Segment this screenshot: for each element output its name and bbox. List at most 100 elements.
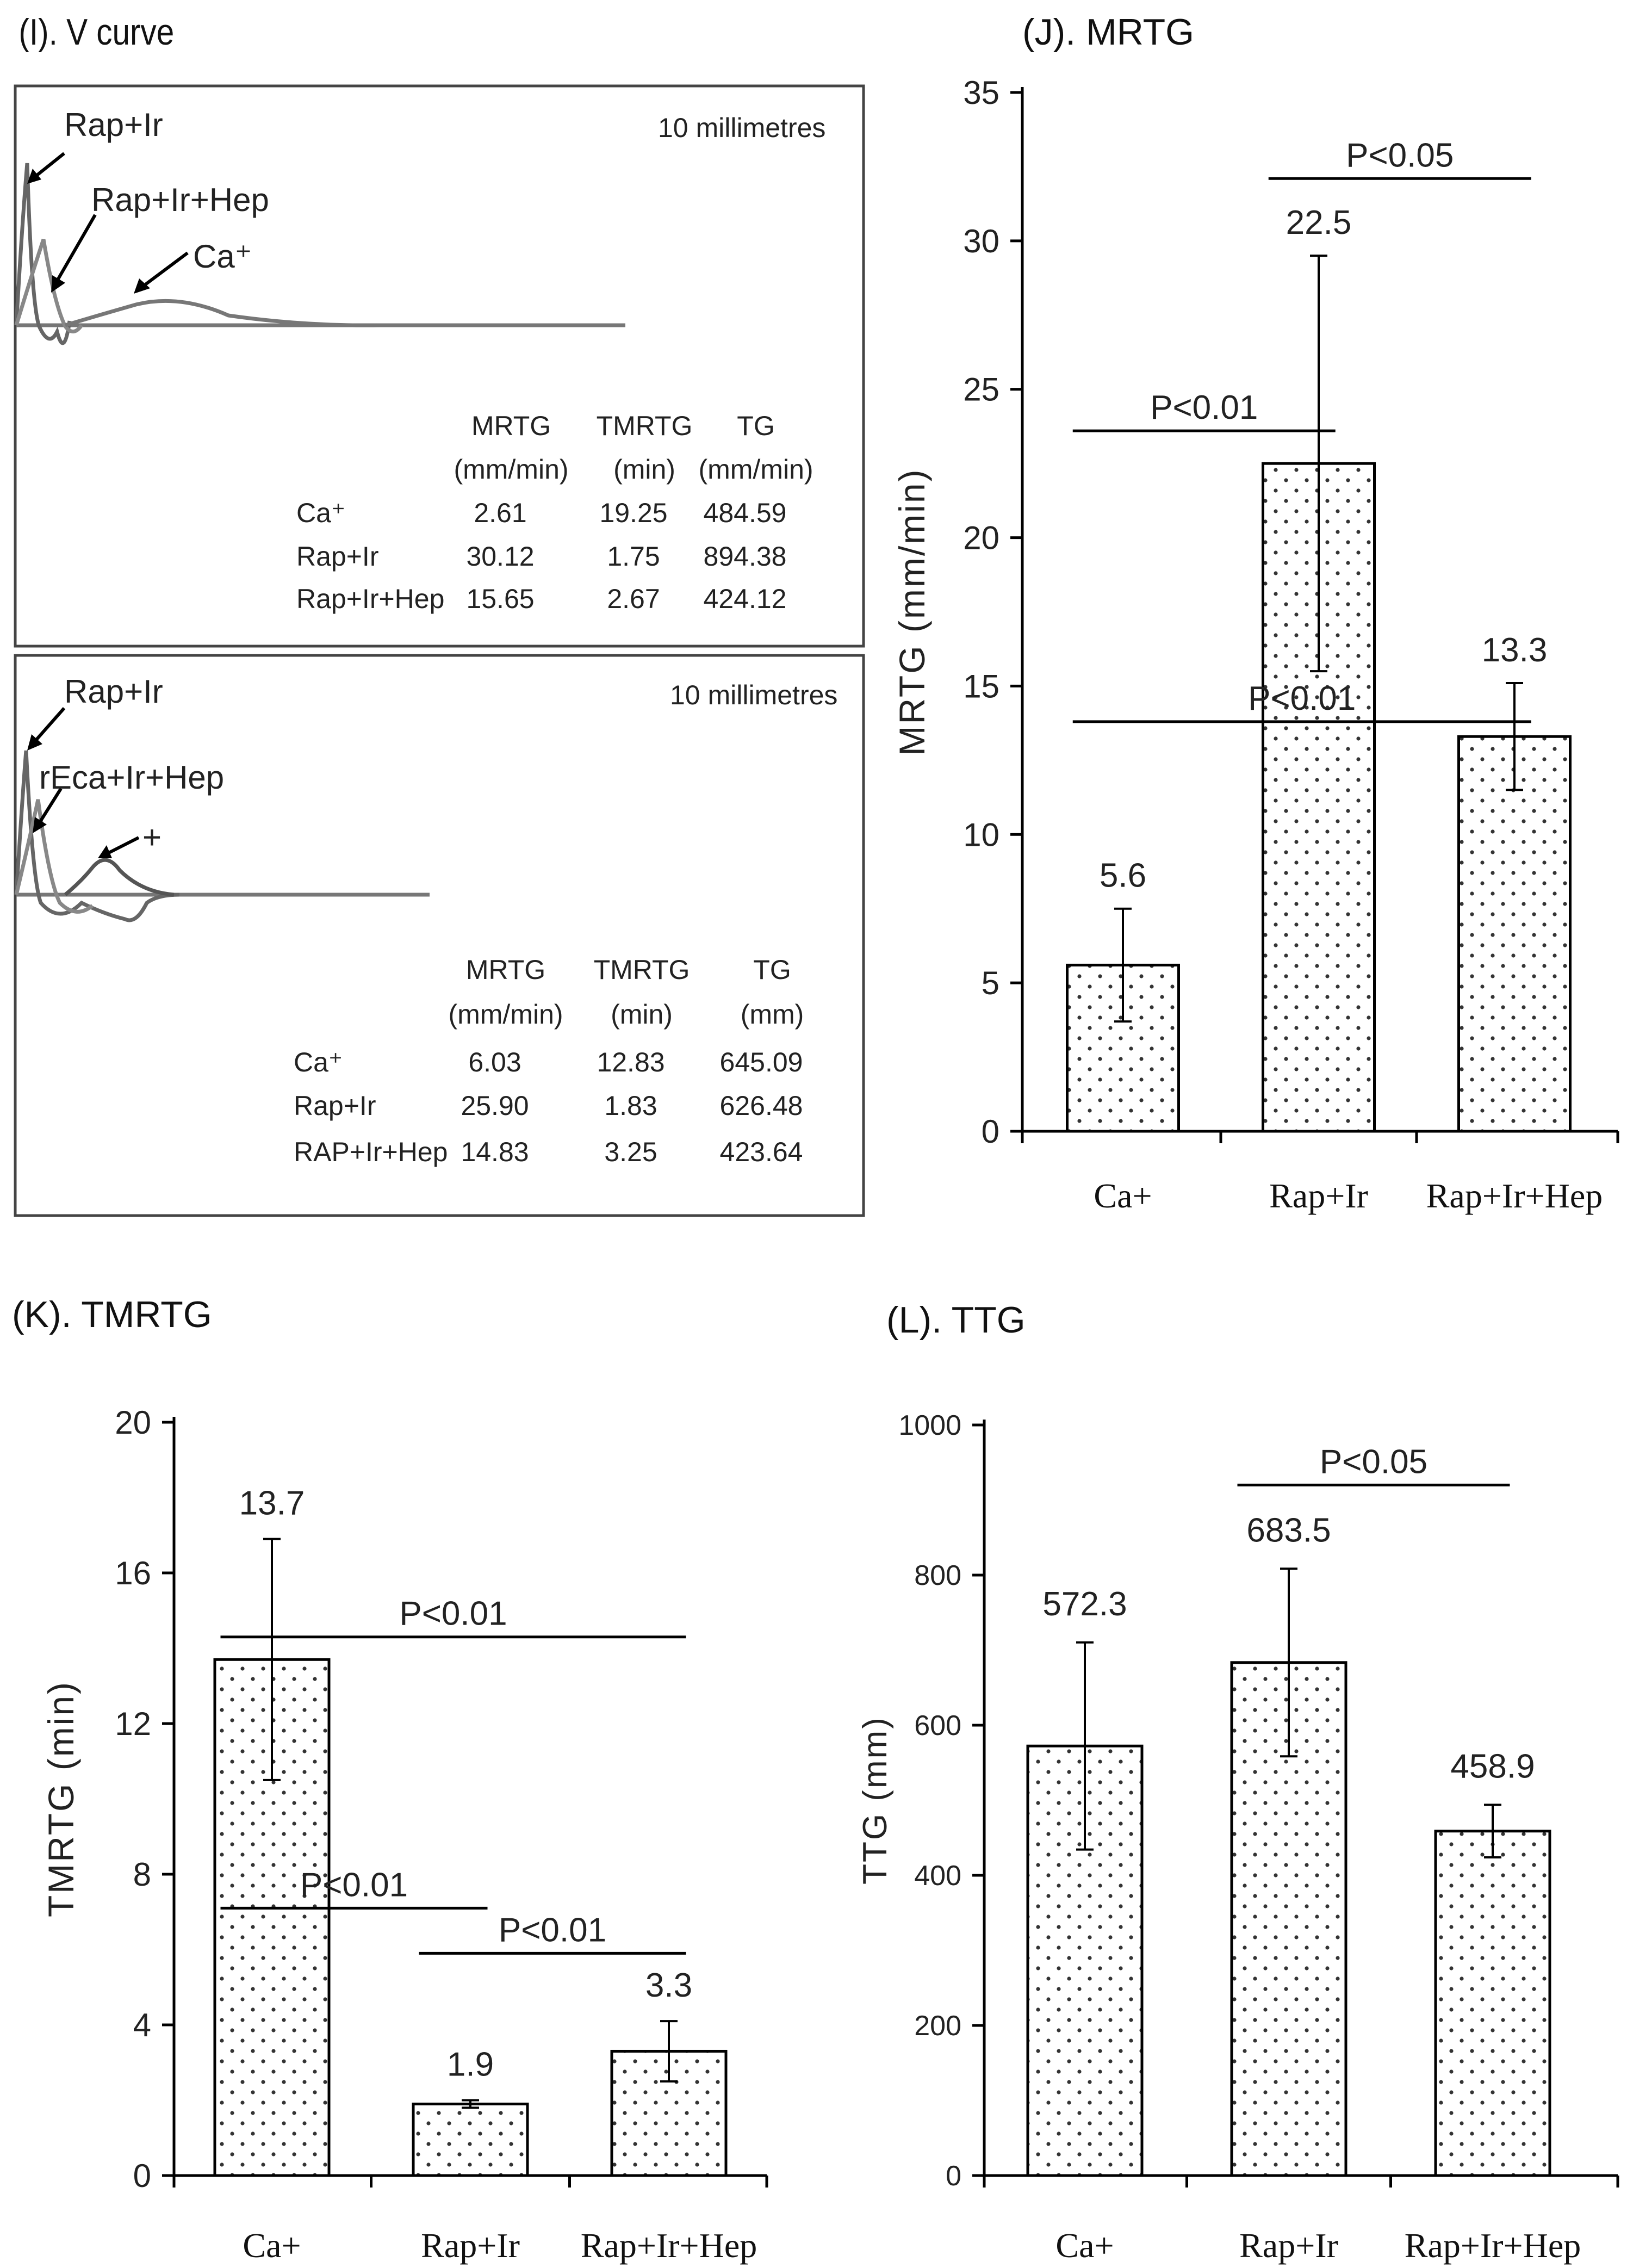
v-curve-box-1 — [14, 84, 865, 648]
v-curve-box-2 — [14, 654, 865, 1217]
rap-ir-arrowhead — [27, 169, 41, 184]
curve-label-rap-ir: Rap+Ir — [64, 107, 163, 143]
y-axis-label: TTG (mm) — [856, 1716, 894, 1885]
table-cell: 484.59 — [704, 498, 787, 528]
table-col-unit: (mm/min) — [454, 454, 568, 485]
table-cell: 894.38 — [704, 541, 787, 572]
reca-ir-hep-arrowhead — [33, 817, 47, 833]
table-cell: 2.61 — [474, 498, 526, 528]
value-label: 3.3 — [645, 1967, 692, 2004]
value-label: 5.6 — [1100, 857, 1146, 895]
ca-curve — [64, 299, 381, 327]
significance-label: P<0.05 — [1346, 137, 1454, 174]
chart-tmrtg: 0 4 8 12 16 20 13.7 Ca+ 1.9 Rap+Ir 3.3 Rap+Ir+Hep P<… — [41, 1404, 768, 2265]
table-cell: 2.67 — [607, 584, 660, 614]
y-tick-label: 12 — [115, 1706, 151, 1742]
table-cell: 6.03 — [468, 1047, 521, 1077]
plus-arrowhead — [98, 845, 112, 858]
category-label: Ca+ — [1055, 2226, 1114, 2265]
table-col-header: MRTG — [471, 411, 551, 441]
table-cell: 423.64 — [720, 1137, 803, 1167]
ca-arrow — [139, 251, 189, 290]
y-tick-label: 600 — [914, 1710, 961, 1742]
table-row-label: Ca⁺ — [294, 1047, 343, 1077]
table-col-header: MRTG — [466, 955, 545, 985]
table-col-unit: (mm/min) — [448, 999, 563, 1030]
scale-label-1: 10 millimetres — [658, 113, 825, 143]
panel-i-title: (I). V curve — [18, 12, 174, 53]
v-curve-table-1: MRTG(mm/min)TMRTG(min)TG(mm/min)Ca⁺ 2.61 1… — [296, 411, 814, 614]
bar — [1457, 735, 1572, 1133]
y-axis-label: MRTG (mm/min) — [892, 468, 932, 755]
v-curve-plot-2 — [14, 707, 430, 922]
value-label: 1.9 — [447, 2046, 494, 2084]
table-cell: 1.75 — [607, 541, 660, 572]
category-label: Rap+Ir+Hep — [581, 2226, 757, 2265]
table-cell: 1.83 — [604, 1090, 657, 1121]
reca-ir-hep-curve — [14, 799, 94, 914]
y-axis-label: TMRTG (min) — [41, 1681, 81, 1917]
table-row-label: Rap+Ir — [294, 1090, 376, 1121]
value-label: 458.9 — [1450, 1748, 1535, 1785]
bar — [1434, 1830, 1551, 2177]
y-tick-label: 8 — [133, 1856, 151, 1893]
curve-label-rap-ir-hep: Rap+Ir+Hep — [91, 182, 269, 218]
panel-j-title: (J). MRTG — [1022, 11, 1194, 53]
table-cell: 424.12 — [704, 584, 787, 614]
curve-label-ca: Ca⁺ — [193, 238, 252, 275]
rap-ir-arrowhead-2 — [27, 734, 42, 751]
table-row-label: Rap+Ir+Hep — [296, 584, 444, 614]
table-row-label: Ca⁺ — [296, 498, 345, 528]
table-cell: 19.25 — [599, 498, 667, 528]
chart-ttg: 0 200 400 600 800 1000 572.3 Ca+ 683.5 Rap+Ir 458.… — [856, 1410, 1619, 2265]
significance-label: P<0.01 — [300, 1866, 408, 1904]
significance-label: P<0.01 — [499, 1911, 606, 1949]
table-cell: 12.83 — [597, 1047, 665, 1077]
curve-label-rap-ir-2: Rap+Ir — [64, 673, 163, 710]
rap-ir-curve — [14, 750, 180, 922]
table-cell: 25.90 — [461, 1090, 529, 1121]
curve-label-plus: + — [142, 819, 162, 856]
y-tick-label: 200 — [914, 2010, 961, 2042]
table-col-unit: (min) — [611, 999, 673, 1030]
table-col-header: TG — [753, 955, 791, 985]
y-tick-label: 20 — [963, 520, 999, 556]
rap-ir-arrow-2 — [30, 707, 66, 746]
panel-k-title: (K). TMRTG — [12, 1294, 212, 1335]
table-col-unit: (mm/min) — [698, 454, 813, 485]
value-label: 13.3 — [1482, 631, 1548, 669]
y-tick-label: 400 — [914, 1860, 961, 1892]
table-row-label: Rap+Ir — [296, 541, 378, 572]
category-label: Rap+Ir — [421, 2226, 520, 2265]
v-curve-table-2: MRTG (mm/min) TMRTG (min) TG (mm) Ca⁺ 6.03 12.83… — [294, 955, 804, 1167]
y-tick-label: 16 — [115, 1555, 151, 1591]
rap-ir-hep-arrowhead — [51, 275, 65, 293]
table-cell: 15.65 — [466, 584, 534, 614]
category-label: Rap+Ir — [1269, 1176, 1368, 1215]
significance-label: P<0.05 — [1320, 1443, 1427, 1480]
rap-ir-hep-curve — [14, 238, 83, 333]
table-col-header: TMRTG — [597, 411, 693, 441]
y-tick-label: 0 — [133, 2158, 151, 2194]
category-label: Rap+Ir+Hep — [1405, 2226, 1581, 2265]
y-tick-label: 800 — [914, 1560, 961, 1591]
y-tick-label: 25 — [963, 371, 999, 408]
v-curve-plot-1 — [14, 152, 625, 345]
ca-arrowhead — [134, 278, 150, 294]
significance-label: P<0.01 — [1248, 680, 1356, 717]
table-cell: 3.25 — [604, 1137, 657, 1167]
table-cell: 14.83 — [461, 1137, 529, 1167]
bar — [412, 2102, 529, 2177]
category-label: Ca+ — [243, 2226, 301, 2265]
y-tick-label: 15 — [963, 668, 999, 704]
y-tick-label: 20 — [115, 1404, 151, 1441]
curve-label-reca-ir-hep: rEca+Ir+Hep — [39, 759, 224, 796]
value-label: 13.7 — [239, 1485, 305, 1522]
y-tick-label: 30 — [963, 223, 999, 259]
y-tick-label: 10 — [963, 816, 999, 853]
plus-curve — [64, 858, 175, 897]
y-tick-label: 1000 — [898, 1410, 961, 1441]
plus-arrow — [103, 836, 140, 857]
category-label: Rap+Ir — [1239, 2226, 1338, 2265]
